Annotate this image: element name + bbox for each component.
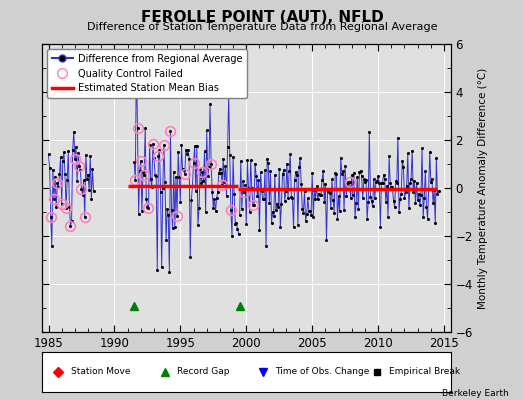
Text: Station Move: Station Move	[71, 368, 130, 376]
Text: Record Gap: Record Gap	[177, 368, 230, 376]
Text: Berkeley Earth: Berkeley Earth	[442, 389, 508, 398]
Text: Empirical Break: Empirical Break	[389, 368, 461, 376]
Y-axis label: Monthly Temperature Anomaly Difference (°C): Monthly Temperature Anomaly Difference (…	[478, 67, 488, 309]
Text: Time of Obs. Change: Time of Obs. Change	[275, 368, 369, 376]
Legend: Difference from Regional Average, Quality Control Failed, Estimated Station Mean: Difference from Regional Average, Qualit…	[47, 49, 247, 98]
Text: FEROLLE POINT (AUT), NFLD: FEROLLE POINT (AUT), NFLD	[140, 10, 384, 25]
Text: Difference of Station Temperature Data from Regional Average: Difference of Station Temperature Data f…	[87, 22, 437, 32]
